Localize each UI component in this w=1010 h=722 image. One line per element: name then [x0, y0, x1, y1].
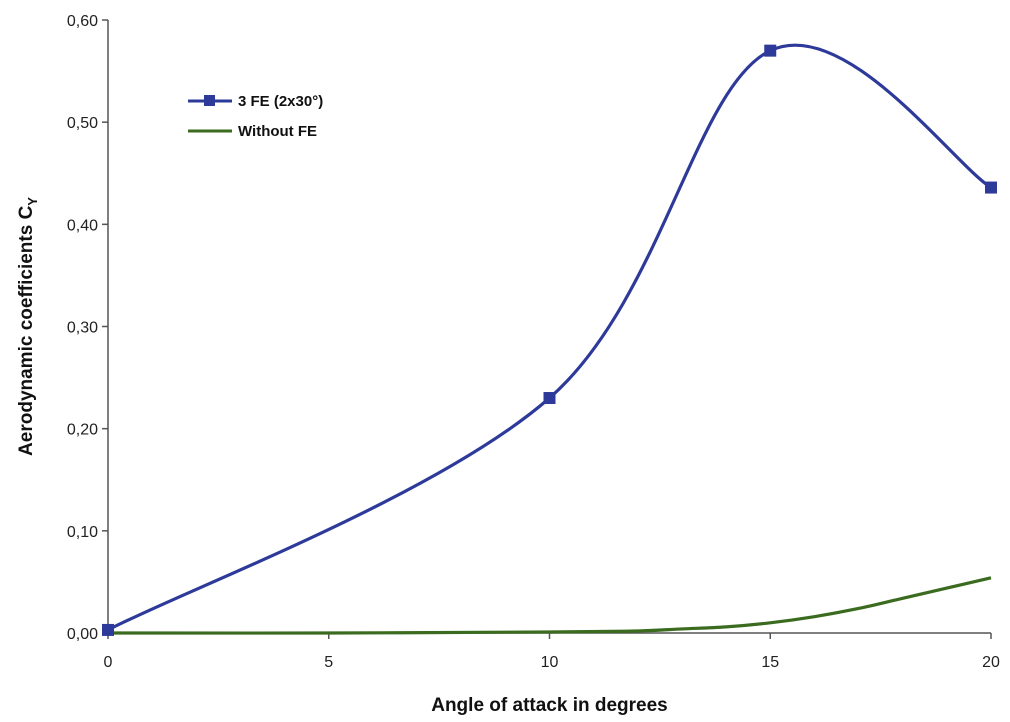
data-point-3fe	[985, 181, 997, 194]
legend-label-without-fe: Without FE	[238, 123, 317, 140]
y-tick-label: 0,20	[67, 422, 98, 439]
x-tick-label: 5	[324, 654, 333, 671]
x-axis-title: Angle of attack in degrees	[431, 695, 668, 716]
series-layer	[102, 43, 997, 636]
y-axis: 0,00 0,10 0,20 0,30 0,40 0,50 0,60	[67, 13, 109, 643]
y-tick-label: 0,10	[67, 524, 98, 541]
y-axis-title: Aerodynamic coefficients CY	[16, 197, 40, 456]
legend-item-without-fe: Without FE	[188, 123, 317, 140]
x-tick-label: 10	[541, 654, 559, 671]
y-axis-title-subscript: Y	[25, 197, 40, 206]
data-point-3fe	[102, 623, 114, 636]
legend-label-3fe: 3 FE (2x30°)	[238, 93, 323, 110]
x-axis: 0 5 10 15 20	[104, 632, 1000, 671]
data-point-3fe	[764, 44, 777, 57]
x-tick-label: 0	[104, 654, 113, 671]
y-axis-title-main: Aerodynamic coefficients C	[16, 205, 37, 456]
y-tick-label: 0,60	[67, 13, 98, 30]
x-tick-label: 15	[761, 654, 779, 671]
legend-item-3fe: 3 FE (2x30°)	[188, 93, 323, 110]
x-tick-label: 20	[982, 654, 1000, 671]
legend: 3 FE (2x30°) Without FE	[188, 93, 323, 140]
y-tick-label: 0,40	[67, 217, 98, 234]
y-tick-label: 0,30	[67, 320, 98, 337]
data-point-3fe	[543, 392, 556, 405]
y-tick-label: 0,50	[67, 115, 98, 132]
y-tick-label: 0,00	[67, 626, 98, 643]
series-line-3fe	[107, 43, 992, 632]
legend-marker-3fe	[204, 95, 215, 106]
series-line-without-fe	[107, 576, 992, 635]
